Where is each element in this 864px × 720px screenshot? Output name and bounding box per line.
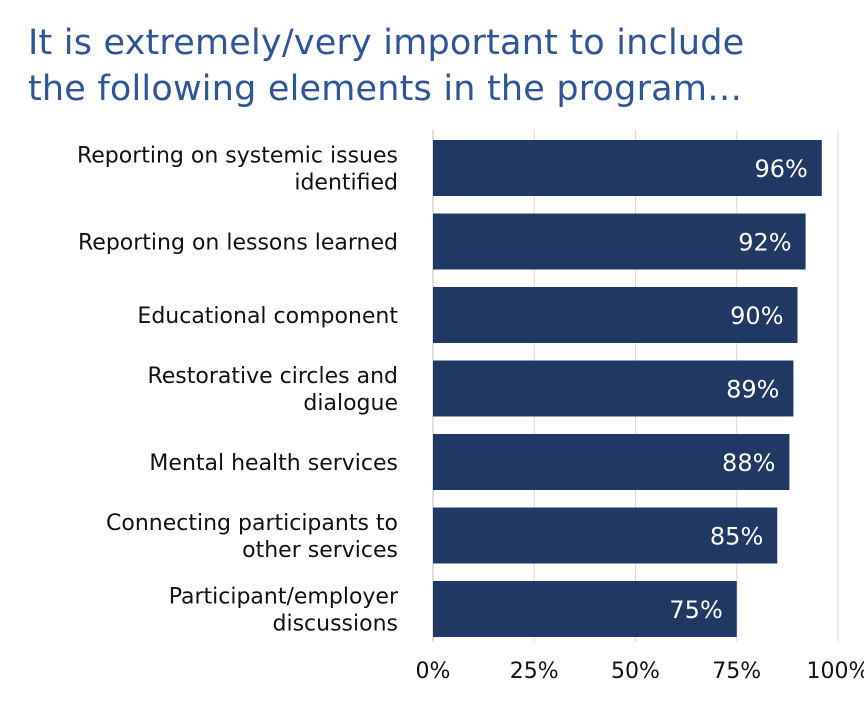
value-label: 75% (669, 596, 722, 624)
bars: 96% 92% 90% 89% 88% 85% 75% (433, 140, 822, 637)
bar (433, 140, 822, 196)
bar (433, 213, 806, 270)
chart-title: It is extremely/very important to includ… (28, 20, 848, 112)
category-label: Mental health services (149, 451, 398, 476)
category-label: Restorative circles and dialogue (147, 364, 398, 416)
bar (433, 581, 737, 637)
bar (433, 434, 790, 490)
value-label: 89% (726, 376, 779, 404)
category-label: Reporting on lessons learned (78, 231, 398, 256)
category-label: Connecting participants to other services (106, 511, 398, 563)
x-tick-label: 50% (611, 659, 660, 684)
x-tick-label: 0% (416, 659, 451, 684)
value-label: 92% (738, 229, 791, 257)
category-label: Reporting on systemic issues identified (77, 144, 398, 196)
x-tick-label: 100% (807, 659, 864, 684)
bar (433, 360, 794, 417)
value-label: 90% (730, 302, 783, 330)
chart-title-line-1: It is extremely/very important to includ… (28, 23, 745, 63)
value-label: 85% (710, 523, 763, 551)
x-tick-label: 25% (510, 659, 559, 684)
category-label: Participant/employer discussions (169, 585, 399, 637)
x-tick-label: 75% (712, 659, 761, 684)
value-label: 96% (754, 155, 807, 183)
value-label: 88% (722, 449, 775, 477)
bar (433, 507, 778, 564)
x-axis-ticks: 0% 25% 50% 75% 100% (416, 659, 864, 684)
chart-title-line-2: the following elements in the program… (28, 69, 743, 109)
category-labels: Reporting on systemic issues identified Re… (77, 144, 399, 637)
category-label: Educational component (137, 304, 398, 329)
bar (433, 287, 798, 343)
